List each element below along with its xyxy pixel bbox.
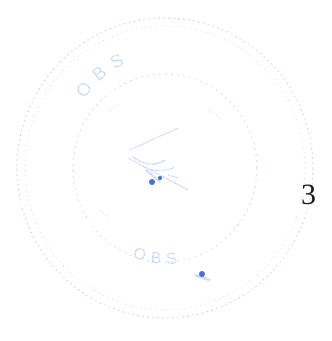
svg-text:OBS: OBS	[72, 46, 134, 101]
page-number: 3	[301, 178, 316, 211]
svg-text:OBS: OBS	[131, 245, 183, 268]
